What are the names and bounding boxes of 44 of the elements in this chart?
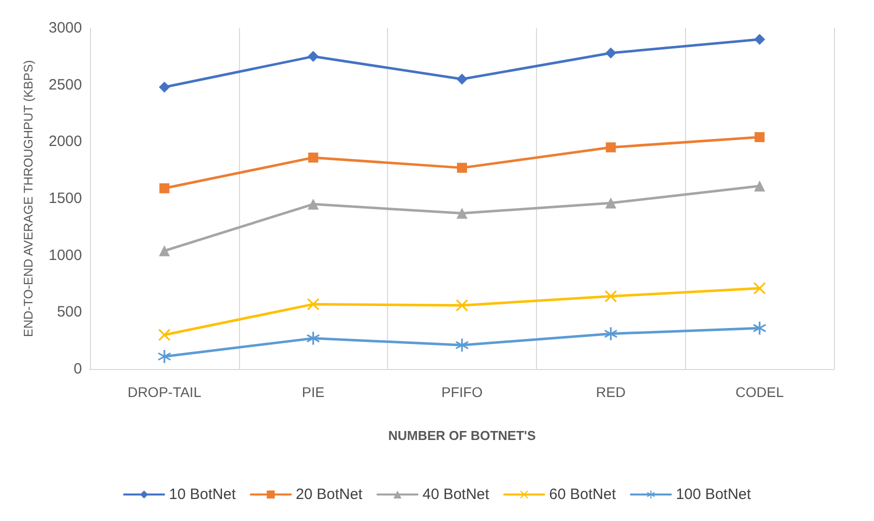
point: [754, 132, 765, 142]
point: [605, 198, 616, 209]
point: [158, 245, 170, 256]
point: [754, 282, 766, 294]
point: [606, 142, 616, 152]
point: [456, 299, 468, 312]
legend-label: 20 BotNet: [296, 486, 364, 503]
point: [456, 74, 468, 85]
point: [605, 48, 616, 59]
point: [158, 328, 170, 341]
point: [308, 152, 318, 163]
point: [158, 350, 171, 363]
point: [308, 50, 319, 62]
point: [754, 180, 766, 192]
point: [456, 208, 468, 219]
x-tick-label: DROP-TAIL: [128, 384, 202, 400]
point: [604, 327, 618, 340]
y-tick-label: 2500: [48, 76, 82, 94]
x-tick-label: RED: [596, 384, 626, 400]
y-axis-title: END-TO-END AVERAGE THROUGHPUT (KBPS): [22, 60, 36, 337]
point: [306, 332, 320, 345]
point: [159, 183, 170, 194]
point: [457, 162, 467, 173]
y-tick-label: 500: [56, 304, 82, 321]
x-tick-label: PIE: [302, 384, 324, 400]
legend-label: 40 BotNet: [422, 486, 490, 503]
point: [753, 322, 766, 335]
x-tick-label: PFIFO: [441, 384, 483, 400]
point: [307, 298, 320, 310]
legend-label: 60 BotNet: [549, 486, 617, 503]
y-tick-label: 2000: [48, 133, 82, 150]
legend-label: 10 BotNet: [169, 486, 237, 503]
y-tick-label: 0: [74, 360, 82, 378]
point: [456, 338, 468, 352]
y-tick-label: 1500: [48, 190, 82, 207]
legend-label: 100 BotNet: [676, 486, 752, 503]
y-tick-label: 3000: [48, 20, 82, 36]
y-tick-label: 1000: [48, 246, 82, 264]
x-axis-title: NUMBER OF BOTNET'S: [388, 428, 536, 443]
point: [754, 34, 766, 45]
x-tick-label: CODEL: [735, 384, 784, 400]
point: [158, 82, 170, 93]
point: [604, 290, 617, 302]
point: [308, 198, 319, 210]
